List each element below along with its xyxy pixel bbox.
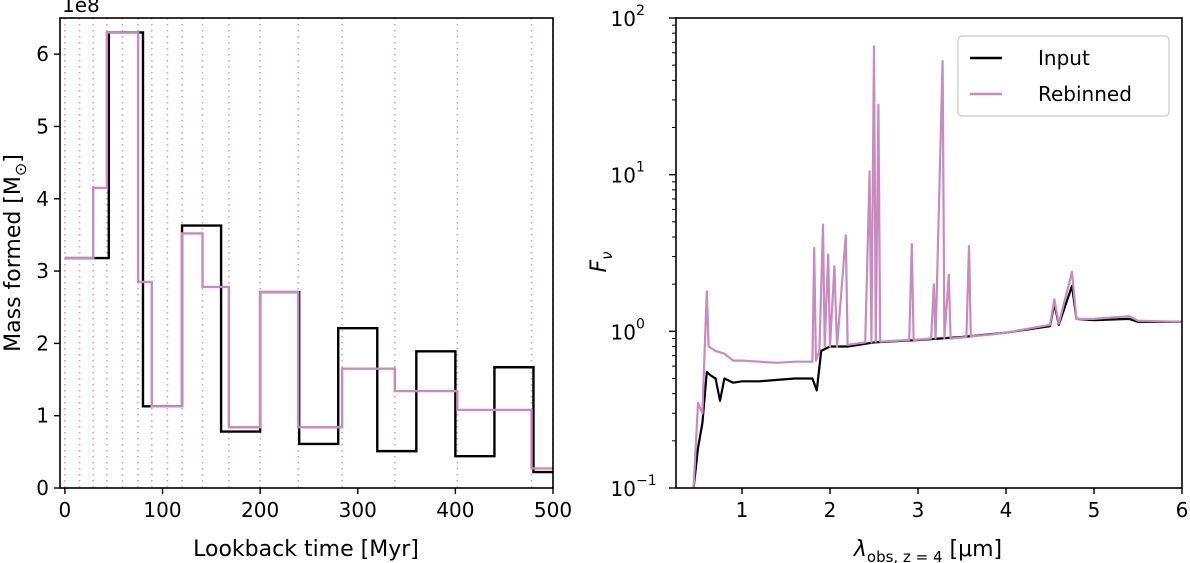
spectrum-y-label-sub: ν [598, 251, 616, 259]
sfh-x-tick-label: 500 [534, 498, 572, 522]
spectrum-y-tick-label: 10 [611, 477, 636, 501]
sfh-y-tick-label: 1 [36, 404, 49, 428]
spectrum-series [692, 45, 1183, 489]
spectrum-y-label: Fν [587, 251, 616, 272]
spectrum-x-tick-label: 6 [1176, 498, 1189, 522]
sfh-y-label-main: Mass formed [M [1, 176, 26, 352]
spectrum-x-tick-label: 2 [824, 498, 837, 522]
legend-label-rebinned: Rebinned [1038, 82, 1132, 106]
sfh-x-tick-label: 0 [59, 498, 72, 522]
spectrum-y-tick-label: 10 [611, 320, 636, 344]
sfh-x-tick-label: 200 [241, 498, 279, 522]
sfh-y-tick-label: 0 [36, 476, 49, 500]
sfh-x-tick-label: 100 [143, 498, 181, 522]
spectrum-x-tick-label: 4 [1000, 498, 1013, 522]
sfh-series [64, 31, 553, 474]
spectrum-y-tick-exponent: 0 [636, 316, 645, 332]
spectrum-y-label-main: F [587, 260, 612, 273]
spectrum-y-tick-exponent: 1 [636, 160, 645, 176]
sfh-panel: 0 100 200 300 400 500 0 1 2 3 4 5 6 1e8 Lookback ti… [1, 0, 572, 562]
spectrum-axes-frame [675, 17, 1183, 489]
spectrum-x-label: λobs, z = 4 [μm] [853, 537, 1002, 563]
sfh-x-tick-label: 300 [339, 498, 377, 522]
spectrum-y-tick-label: 10 [611, 164, 636, 188]
sfh-y-tick-label: 5 [36, 114, 49, 138]
spectrum-x-ticks: 1 2 3 4 5 6 [736, 488, 1189, 522]
sfh-x-label: Lookback time [Myr] [193, 537, 419, 562]
spectrum-x-label-sub: obs, z = 4 [867, 548, 943, 563]
sfh-x-tick-label: 400 [436, 498, 474, 522]
spectrum-x-label-unit: [μm] [943, 537, 1003, 562]
sfh-y-tick-label: 2 [36, 331, 49, 355]
sfh-y-tick-label: 6 [36, 42, 49, 66]
sfh-y-tick-label: 3 [36, 259, 49, 283]
sfh-x-ticks: 0 100 200 300 400 500 [59, 488, 572, 522]
legend-box [957, 35, 1170, 117]
spectrum-x-tick-label: 1 [736, 498, 749, 522]
legend: Input Rebinned [957, 35, 1170, 117]
sfh-y-tick-label: 4 [36, 187, 49, 211]
spectrum-y-tick-exponent: 2 [636, 3, 645, 19]
spectrum-x-tick-label: 3 [912, 498, 925, 522]
sfh-y-ticks: 0 1 2 3 4 5 6 [36, 42, 60, 500]
legend-label-input: Input [1038, 46, 1090, 70]
sfh-offset-text: 1e8 [62, 0, 100, 17]
sfh-y-label-close: ] [1, 154, 26, 163]
sfh-series-rebinned [64, 31, 553, 470]
spectrum-series-rebinned [692, 45, 1183, 489]
sfh-y-label: Mass formed [M⊙] [1, 154, 30, 352]
sfh-y-label-sun: ⊙ [11, 163, 30, 176]
sfh-axes-frame [59, 17, 554, 489]
spectrum-series-input [692, 284, 1182, 489]
spectrum-x-label-lambda: λ [853, 537, 867, 562]
spectrum-y-tick-exponent: −1 [636, 473, 657, 489]
spectrum-x-tick-label: 5 [1088, 498, 1101, 522]
spectrum-y-tick-label: 10 [611, 7, 636, 31]
